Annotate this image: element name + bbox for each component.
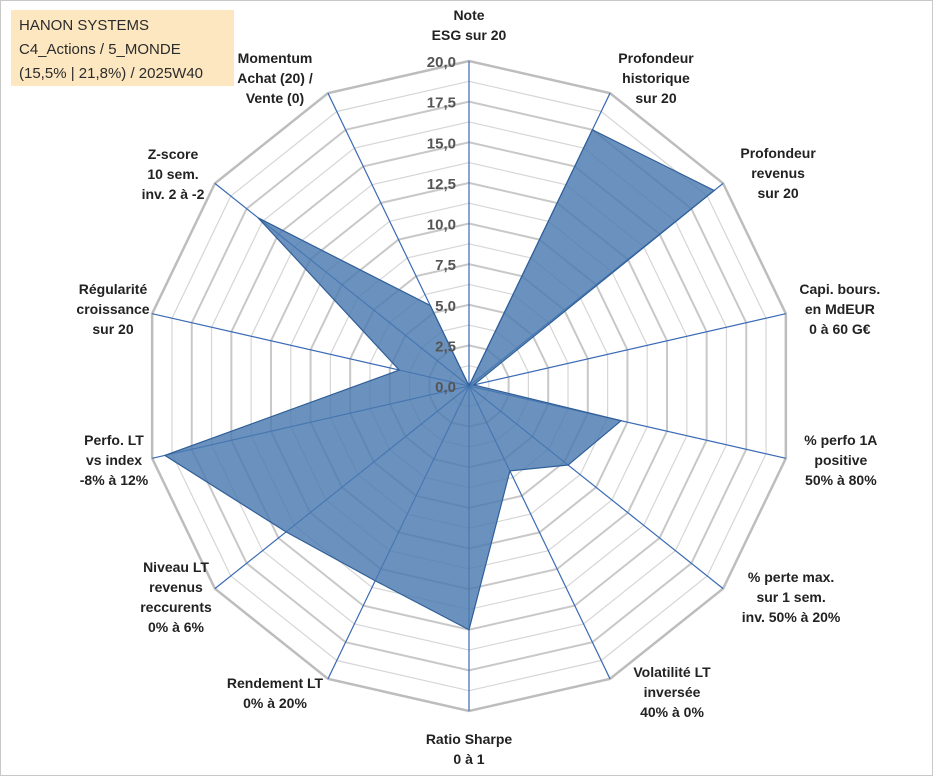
- axis-label: Capi. bours. en MdEUR 0 à 60 G€: [799, 281, 880, 337]
- axis-label: Z-score 10 sem. inv. 2 à -2: [142, 146, 205, 202]
- axis-label: Momentum Achat (20) / Vente (0): [237, 50, 313, 106]
- axis-label: Régularité croissance sur 20: [76, 281, 149, 337]
- axis-label: Profondeur revenus sur 20: [740, 145, 816, 201]
- axis-label: Volatilité LT inversée 40% à 0%: [633, 664, 711, 720]
- title-line-name: HANON SYSTEMS: [19, 17, 150, 34]
- axis-label: Profondeur historique sur 20: [618, 50, 694, 106]
- tick-label: 20,0: [427, 54, 456, 71]
- axis-labels: Note ESG sur 20 Profondeur historique sur 20…: [76, 7, 880, 767]
- tick-label: 17,5: [427, 95, 456, 112]
- tick-label: 0,0: [435, 379, 456, 396]
- radar-series: [163, 128, 716, 631]
- axis-label: % perte max. sur 1 sem. inv. 50% à 20%: [742, 569, 841, 625]
- axis-label: Rendement LT 0% à 20%: [227, 675, 324, 711]
- title-line-stats: (15,5% | 21,8%) / 2025W40: [19, 65, 203, 82]
- tick-label: 7,5: [435, 257, 456, 274]
- chart-title-box: HANON SYSTEMS C4_Actions / 5_MONDE (15,5…: [11, 10, 234, 86]
- tick-label: 15,0: [427, 135, 456, 152]
- axis-label: Perfo. LT vs index -8% à 12%: [80, 432, 149, 488]
- axis-label: Note ESG sur 20: [432, 7, 507, 43]
- radial-tick-labels: 0,0 2,5 5,0 7,5 10,0 12,5 15,0 17,5 20,0: [427, 54, 456, 396]
- tick-label: 12,5: [427, 176, 456, 193]
- tick-label: 5,0: [435, 298, 456, 315]
- title-line-category: C4_Actions / 5_MONDE: [19, 41, 181, 58]
- axis-label: Ratio Sharpe 0 à 1: [426, 731, 513, 767]
- axis-spoke: [468, 313, 786, 387]
- axis-label: % perfo 1A positive 50% à 80%: [804, 432, 877, 488]
- tick-label: 2,5: [435, 338, 456, 355]
- axis-label: Niveau LT revenus reccurents 0% à 6%: [140, 559, 212, 635]
- tick-label: 10,0: [427, 217, 456, 234]
